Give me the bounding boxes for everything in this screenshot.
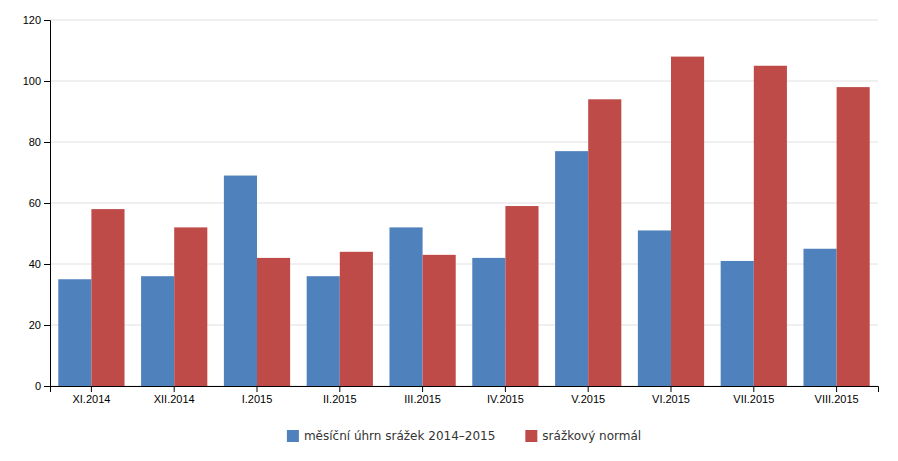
- legend-swatch: [287, 430, 299, 442]
- x-axis: XI.2014 XII.2014 I.2015 II.2015 III.2015 IV.2…: [51, 386, 879, 405]
- x-tick-label: XII.2014: [154, 393, 195, 405]
- x-axis-line: [51, 387, 879, 393]
- y-tick-label: 40: [29, 258, 41, 270]
- y-tick: 0: [35, 380, 50, 392]
- y-tick-label: 0: [35, 380, 41, 392]
- x-tick: II.2015: [323, 386, 357, 405]
- bars: [58, 57, 869, 386]
- bar: [389, 227, 422, 386]
- y-tick-label: 80: [29, 136, 41, 148]
- bar: [671, 57, 704, 386]
- x-tick: V.2015: [571, 386, 605, 405]
- chart-container: 0 20 40 60 80 100 120 XI.2014 XII.2014 I.2015 II.2…: [0, 0, 898, 461]
- y-tick: 120: [23, 14, 50, 26]
- x-tick-mark: [257, 386, 258, 392]
- grid: [50, 20, 878, 386]
- y-tick-mark: [44, 142, 50, 143]
- y-tick: 40: [29, 258, 50, 270]
- y-tick-label: 20: [29, 319, 41, 331]
- y-tick-mark: [44, 264, 50, 265]
- legend-label: měsíční úhrn srážek 2014–2015: [304, 429, 495, 443]
- x-tick: VI.2015: [652, 386, 690, 405]
- y-tick-label: 120: [23, 14, 41, 26]
- x-tick-mark: [174, 386, 175, 392]
- legend-item: srážkový normál: [525, 429, 641, 443]
- bar: [141, 276, 174, 386]
- plot: 0 20 40 60 80 100 120 XI.2014 XII.2014 I.2015 II.2…: [23, 14, 879, 405]
- y-tick-mark: [44, 20, 50, 21]
- x-tick-label: I.2015: [242, 393, 273, 405]
- y-tick-label: 60: [29, 197, 41, 209]
- y-tick-mark: [44, 203, 50, 204]
- legend-item: měsíční úhrn srážek 2014–2015: [287, 429, 495, 443]
- x-tick-mark: [505, 386, 506, 392]
- bar: [91, 209, 124, 386]
- y-axis: 0 20 40 60 80 100 120: [23, 14, 51, 392]
- bar: [174, 227, 207, 386]
- bar: [224, 176, 257, 386]
- x-tick-mark: [422, 386, 423, 392]
- bar: [588, 99, 621, 386]
- y-tick-mark: [44, 386, 50, 387]
- x-tick: VII.2015: [733, 386, 774, 405]
- bar-series: [91, 57, 869, 386]
- chart: 0 20 40 60 80 100 120 XI.2014 XII.2014 I.2015 II.2…: [0, 0, 898, 461]
- x-tick-mark: [339, 386, 340, 392]
- bar: [340, 252, 373, 386]
- bar: [423, 255, 456, 386]
- y-tick: 100: [23, 75, 50, 87]
- bar: [307, 276, 340, 386]
- bar: [803, 249, 836, 386]
- x-tick: I.2015: [242, 386, 273, 405]
- x-tick: VIII.2015: [815, 386, 859, 405]
- x-tick-label: IV.2015: [487, 393, 524, 405]
- y-axis-line: [44, 21, 51, 387]
- x-tick: XI.2014: [72, 386, 110, 405]
- bar: [505, 206, 538, 386]
- x-tick-mark: [588, 386, 589, 392]
- y-tick: 60: [29, 197, 50, 209]
- x-tick-label: III.2015: [404, 393, 441, 405]
- bar: [257, 258, 290, 386]
- x-tick-label: VI.2015: [652, 393, 690, 405]
- legend-label: srážkový normál: [542, 429, 641, 443]
- bar: [472, 258, 505, 386]
- bar: [754, 66, 787, 386]
- x-tick-mark: [753, 386, 754, 392]
- x-tick-label: XI.2014: [72, 393, 110, 405]
- bar: [721, 261, 754, 386]
- x-tick: IV.2015: [487, 386, 524, 405]
- legend-swatch: [525, 430, 537, 442]
- y-tick-label: 100: [23, 75, 41, 87]
- y-tick-mark: [44, 325, 50, 326]
- y-tick-mark: [44, 81, 50, 82]
- bar-series: [58, 151, 836, 386]
- y-tick: 20: [29, 319, 50, 331]
- bar: [638, 230, 671, 386]
- x-tick-label: V.2015: [571, 393, 605, 405]
- bar: [58, 279, 91, 386]
- x-tick-mark: [671, 386, 672, 392]
- x-tick-mark: [91, 386, 92, 392]
- x-tick-label: VII.2015: [733, 393, 774, 405]
- bar: [837, 87, 870, 386]
- x-tick-label: VIII.2015: [815, 393, 859, 405]
- bar: [555, 151, 588, 386]
- grid-line: [50, 20, 878, 21]
- legend: měsíční úhrn srážek 2014–2015 srážkový no…: [287, 429, 641, 443]
- y-tick: 80: [29, 136, 50, 148]
- x-tick: XII.2014: [154, 386, 195, 405]
- x-tick-mark: [836, 386, 837, 392]
- x-tick: III.2015: [404, 386, 441, 405]
- x-tick-label: II.2015: [323, 393, 357, 405]
